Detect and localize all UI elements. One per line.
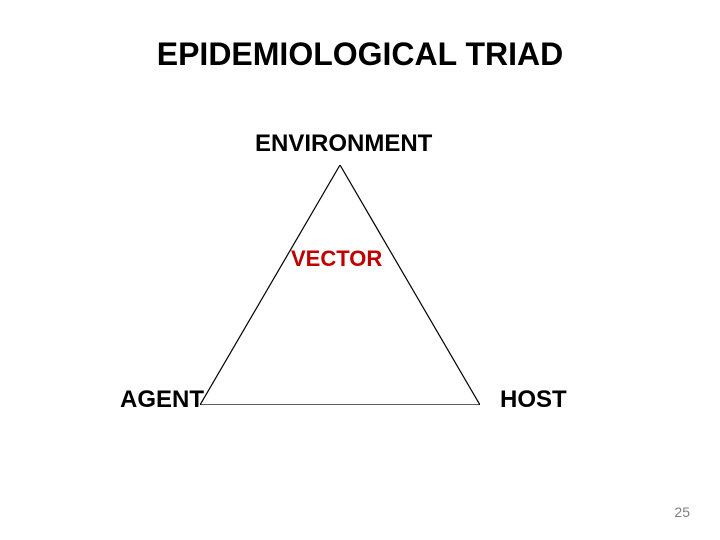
triangle-shape — [200, 165, 480, 405]
label-environment: ENVIRONMENT — [255, 130, 432, 158]
label-agent: AGENT — [120, 386, 204, 414]
label-host: HOST — [500, 386, 567, 414]
page-title: EPIDEMIOLOGICAL TRIAD — [0, 36, 720, 73]
page-number: 25 — [674, 504, 690, 520]
label-vector: VECTOR — [291, 246, 382, 272]
triangle-polygon — [200, 165, 480, 405]
